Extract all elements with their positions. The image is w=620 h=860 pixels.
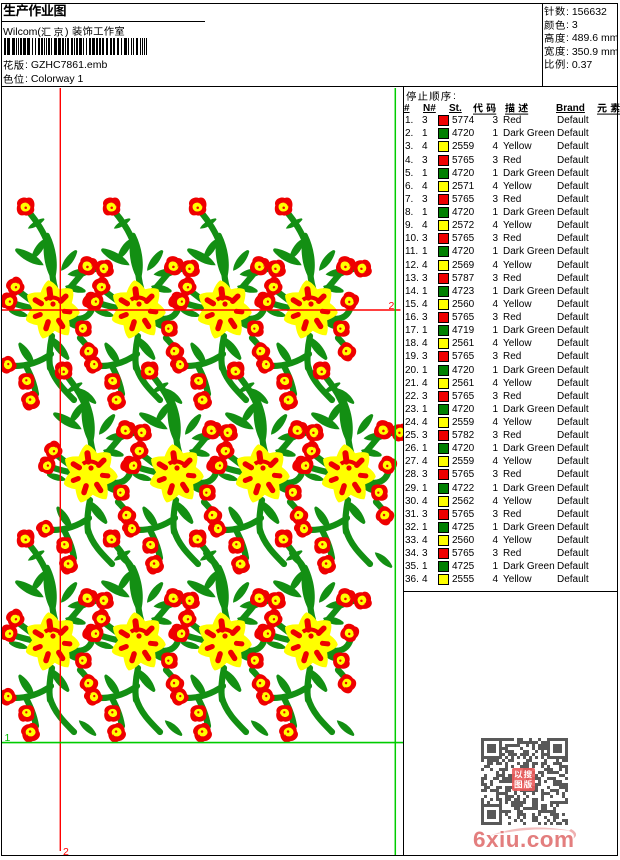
svg-text:1: 1	[5, 732, 11, 744]
svg-text:2: 2	[63, 846, 69, 855]
svg-text:2: 2	[389, 300, 395, 312]
